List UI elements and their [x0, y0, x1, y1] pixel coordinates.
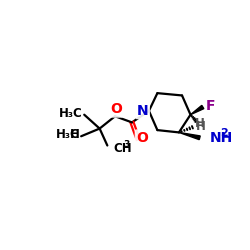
- Text: O: O: [136, 131, 148, 145]
- Text: F: F: [206, 99, 215, 113]
- Polygon shape: [179, 132, 200, 140]
- Text: H₃C: H₃C: [59, 107, 83, 120]
- Text: O: O: [110, 102, 122, 116]
- Text: NH: NH: [210, 131, 233, 145]
- Text: 2: 2: [220, 128, 228, 138]
- Text: N: N: [137, 104, 148, 118]
- Text: H: H: [196, 120, 206, 133]
- Text: CH: CH: [114, 142, 132, 155]
- Polygon shape: [190, 105, 204, 115]
- Text: O: O: [136, 131, 148, 145]
- Text: O: O: [110, 102, 122, 116]
- Text: H: H: [195, 118, 205, 130]
- Text: 3: 3: [124, 140, 130, 148]
- Text: N: N: [137, 104, 148, 118]
- Text: H₃C: H₃C: [56, 128, 80, 141]
- Text: H: H: [70, 128, 80, 141]
